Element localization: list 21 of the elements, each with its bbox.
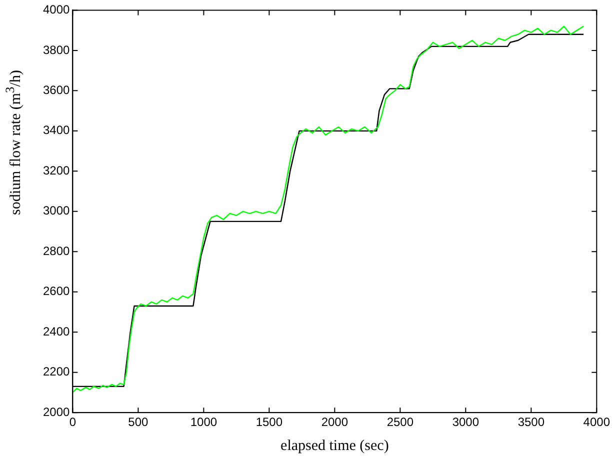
y-tick-label: 2400 [42, 324, 70, 338]
x-tick-label: 1000 [190, 415, 218, 430]
y-tick-label: 2200 [42, 364, 70, 379]
y-tick-label: 3800 [42, 42, 70, 57]
x-tick-label: 1500 [256, 415, 283, 430]
y-tick-label: 4000 [42, 2, 70, 17]
x-tick-label: 500 [128, 415, 149, 430]
x-tick-label: 3000 [452, 415, 480, 430]
x-tick-label: 3500 [518, 415, 545, 430]
y-tick-label: 2600 [42, 284, 70, 298]
x-tick-label: 2500 [386, 415, 414, 430]
y-tick-label: 3000 [42, 204, 70, 218]
x-axis-title: elapsed time (sec) [280, 438, 389, 454]
x-tick-label: 4000 [583, 415, 610, 430]
y-tick-label: 3600 [42, 82, 70, 97]
x-tick-label: 0 [69, 415, 76, 430]
x-tick-label: 2000 [321, 415, 348, 430]
y-tick-label: 3400 [42, 123, 70, 138]
y-tick-label: 2000 [42, 404, 70, 419]
y-tick-label: 2800 [42, 244, 70, 258]
y-tick-label: 3200 [42, 163, 70, 178]
